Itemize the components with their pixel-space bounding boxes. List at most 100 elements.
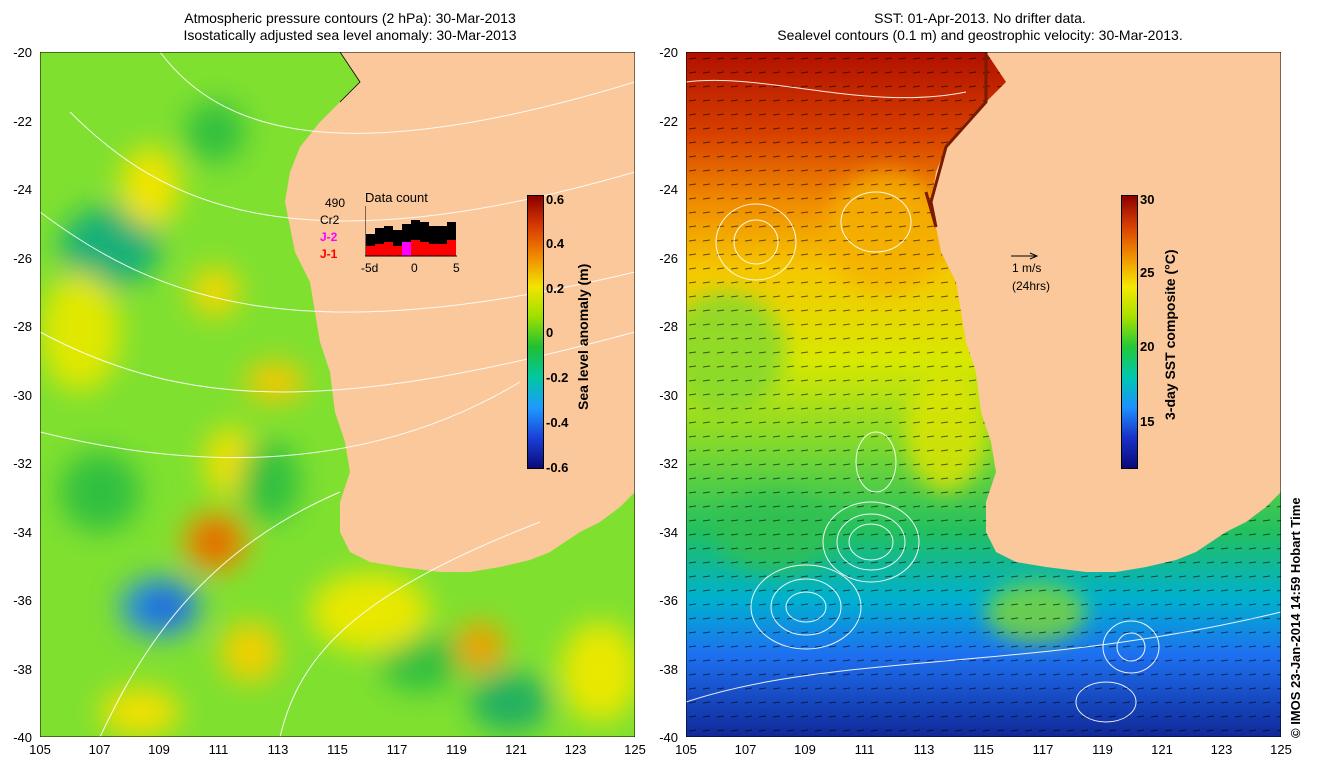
data-count-bar — [375, 228, 384, 256]
data-count-bar — [411, 220, 420, 256]
left-y-tick: -22 — [13, 113, 32, 129]
data-count-axis-end: 5 — [453, 261, 460, 275]
left-sea-level-map — [40, 52, 635, 737]
data-count-bar-j — [375, 244, 384, 256]
right-map-title: SST: 01-Apr-2013. No drifter data. Seale… — [700, 10, 1260, 44]
right-title-line1: SST: 01-Apr-2013. No drifter data. — [874, 10, 1086, 26]
right-y-tick: -24 — [659, 182, 678, 197]
right-cb-tick: 20 — [1140, 339, 1155, 354]
data-count-bar — [402, 224, 411, 256]
data-count-bar-j — [402, 242, 411, 256]
data-count-inset: Data count 490 Cr2 J-2 J-1 -5d 0 5 — [315, 188, 465, 278]
left-x-tick: 115 — [327, 742, 348, 757]
data-count-bar-j — [411, 240, 420, 256]
left-y-tick: -30 — [13, 387, 32, 403]
left-x-tick: 125 — [624, 742, 646, 757]
left-y-tick: -26 — [13, 250, 32, 266]
right-cb-tick: 30 — [1140, 192, 1155, 207]
right-x-tick: 113 — [913, 742, 935, 757]
left-y-tick: -28 — [13, 319, 32, 334]
left-y-tick: -40 — [13, 730, 32, 745]
data-count-bar — [447, 222, 456, 256]
data-count-bar-j — [384, 242, 393, 256]
velocity-scale-time: (24hrs) — [1012, 279, 1051, 293]
left-map-title: Atmospheric pressure contours (2 hPa): 3… — [90, 10, 610, 44]
velocity-scale-label: 1 m/s — [1012, 261, 1042, 275]
right-cb-tick: 25 — [1140, 265, 1155, 280]
right-colorbar-label: 3-day SST composite (°C) — [1162, 249, 1178, 420]
right-x-tick: 117 — [1032, 742, 1054, 757]
left-cb-tick: -0.4 — [546, 415, 569, 430]
left-cb-tick: 0.2 — [546, 281, 565, 296]
left-title-line2: Isostatically adjusted sea level anomaly… — [183, 27, 517, 43]
data-count-title: Data count — [365, 190, 428, 205]
right-x-tick: 121 — [1151, 742, 1173, 757]
data-count-label-j2: J-2 — [320, 230, 338, 244]
data-count-bar — [420, 222, 429, 256]
right-y-tick: -32 — [659, 456, 678, 471]
right-y-tick: -38 — [659, 661, 678, 677]
data-count-label-total: 490 — [325, 196, 346, 210]
data-count-bar — [393, 230, 402, 256]
left-cb-tick: -0.2 — [546, 370, 569, 385]
data-count-bar-j — [393, 246, 402, 256]
right-y-tick: -26 — [659, 250, 678, 266]
data-count-bar-j — [438, 244, 447, 256]
data-count-bars — [365, 206, 457, 257]
right-y-tick: -34 — [659, 524, 678, 540]
right-y-tick: -36 — [659, 593, 678, 608]
data-count-bar-j — [420, 242, 429, 256]
copyright-text: © IMOS 23-Jan-2014 14:59 Hobart Time — [1288, 497, 1303, 738]
right-x-tick: 105 — [675, 742, 697, 757]
left-y-tick: -24 — [13, 182, 32, 197]
data-count-bar-j — [366, 246, 375, 256]
data-count-axis-start: -5d — [361, 261, 379, 275]
left-title-line1: Atmospheric pressure contours (2 hPa): 3… — [184, 10, 516, 26]
left-x-tick: 105 — [29, 742, 51, 757]
left-cb-tick: -0.6 — [546, 460, 569, 475]
left-y-tick: -36 — [13, 593, 32, 608]
right-x-tick: 125 — [1270, 742, 1292, 757]
left-colorbar — [527, 195, 544, 469]
right-y-tick: -28 — [659, 319, 678, 334]
right-y-tick: -40 — [659, 730, 678, 745]
left-y-tick: -32 — [13, 456, 32, 471]
data-count-label-j1: J-1 — [320, 247, 338, 261]
data-count-label-cr2: Cr2 — [320, 213, 340, 227]
data-count-bar — [366, 234, 375, 256]
right-x-tick: 115 — [973, 742, 994, 757]
left-x-tick: 111 — [208, 742, 229, 757]
left-y-tick: -38 — [13, 661, 32, 677]
right-y-tick: -20 — [659, 45, 678, 60]
right-y-tick: -30 — [659, 387, 678, 403]
right-title-line2: Sealevel contours (0.1 m) and geostrophi… — [777, 27, 1183, 43]
right-x-tick: 107 — [734, 742, 757, 757]
left-y-tick: -20 — [13, 45, 32, 60]
left-x-tick: 117 — [386, 742, 408, 757]
right-colorbar — [1121, 195, 1138, 469]
data-count-bar-j — [429, 244, 438, 256]
velocity-scale-arrow — [1011, 252, 1039, 260]
data-count-bar-j — [447, 240, 456, 256]
right-x-tick: 111 — [854, 742, 875, 757]
right-cb-tick: 15 — [1140, 414, 1155, 429]
data-count-bar — [384, 226, 393, 256]
left-x-tick: 109 — [148, 742, 170, 757]
right-x-tick: 123 — [1210, 742, 1233, 757]
right-x-tick: 109 — [794, 742, 816, 757]
left-y-tick: -34 — [13, 524, 32, 540]
left-colorbar-label: Sea level anomaly (m) — [575, 263, 591, 410]
left-cb-tick: 0.6 — [546, 192, 565, 207]
left-x-tick: 121 — [505, 742, 527, 757]
right-sst-map — [686, 52, 1281, 737]
left-x-tick: 113 — [267, 742, 289, 757]
left-x-tick: 119 — [446, 742, 467, 757]
data-count-bar — [429, 226, 438, 256]
right-x-tick: 119 — [1092, 742, 1113, 757]
data-count-bar — [438, 226, 447, 256]
right-land — [931, 52, 1281, 572]
left-x-tick: 123 — [564, 742, 587, 757]
left-cb-tick: 0 — [546, 325, 554, 340]
left-cb-tick: 0.4 — [546, 236, 565, 251]
left-x-tick: 107 — [88, 742, 111, 757]
